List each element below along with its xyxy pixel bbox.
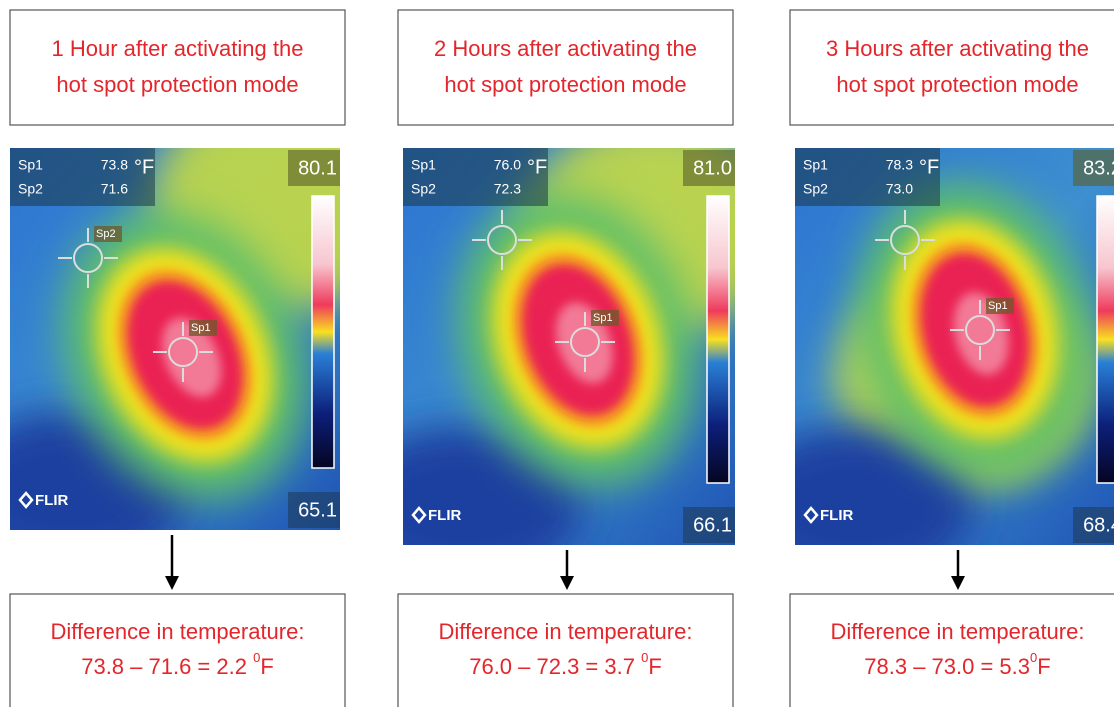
- marker-tag: [189, 320, 217, 336]
- title-line: 1 Hour after activating the: [52, 36, 304, 61]
- logo: FLIR: [35, 492, 68, 509]
- title-line: 2 Hours after activating the: [434, 36, 697, 61]
- scale-bar: [706, 195, 730, 484]
- title-line: hot spot protection mode: [836, 72, 1078, 97]
- equation: 73.8 – 71.6 = 2.2: [81, 654, 253, 679]
- scale-max: 83.2: [1083, 157, 1114, 179]
- crosshair: [965, 315, 995, 345]
- scale-max: 80.1: [298, 157, 337, 179]
- info-box: [795, 148, 940, 206]
- marker-tag: [986, 298, 1014, 314]
- sp2-label: Sp2: [18, 181, 43, 197]
- crosshair: [890, 225, 920, 255]
- arrow-head: [951, 576, 965, 590]
- sp1-label: Sp1: [803, 157, 828, 173]
- logo-icon: [18, 491, 34, 509]
- unit: °F: [134, 156, 154, 178]
- crosshair: [487, 225, 517, 255]
- thermal-image: Sp1 73.8 °F Sp2 71.6 80.1 65.1 FLIR Sp1 Sp2: [10, 148, 340, 530]
- marker-label: Sp1: [191, 322, 211, 334]
- degree: 0: [253, 650, 260, 665]
- max-box: [683, 150, 735, 186]
- equation: 76.0 – 72.3 = 3.7: [469, 654, 641, 679]
- title-line: 3 Hours after activating the: [826, 36, 1089, 61]
- panel: 1 Hour after activating the hot spot prot…: [9, 9, 346, 707]
- title-line: hot spot protection mode: [56, 72, 298, 97]
- panel: 2 Hours after activating the hot spot pro…: [397, 9, 735, 707]
- unit: F: [648, 654, 661, 679]
- sp1-value: 78.3: [886, 157, 913, 173]
- panel: 3 Hours after activating the hot spot pro…: [789, 9, 1114, 707]
- result-equation: 73.8 – 71.6 = 2.2 0F: [81, 650, 274, 678]
- min-box: [683, 507, 735, 543]
- scale-bar: [311, 195, 335, 469]
- unit: °F: [919, 156, 939, 178]
- sp2-value: 73.0: [886, 181, 913, 197]
- info-box: [10, 148, 155, 206]
- marker-tag: [94, 226, 122, 242]
- marker-tag: [591, 310, 619, 326]
- title-box: [789, 9, 1114, 126]
- marker-label: Sp2: [96, 228, 116, 240]
- unit: F: [260, 654, 273, 679]
- crosshair: [168, 337, 198, 367]
- result-equation: 78.3 – 73.0 = 5.30F: [864, 650, 1050, 678]
- sp1-value: 76.0: [494, 157, 521, 173]
- crosshair: [73, 243, 103, 273]
- title-box: [397, 9, 734, 126]
- min-box: [1073, 507, 1114, 543]
- logo: FLIR: [428, 507, 461, 524]
- max-box: [1073, 150, 1114, 186]
- scale-min: 65.1: [298, 499, 337, 521]
- unit: °F: [527, 156, 547, 178]
- arrow-head: [560, 576, 574, 590]
- sp2-value: 71.6: [101, 181, 128, 197]
- sp2-label: Sp2: [803, 181, 828, 197]
- scale-max: 81.0: [693, 157, 732, 179]
- result-heading: Difference in temperature:: [831, 619, 1085, 644]
- logo: FLIR: [820, 507, 853, 524]
- logo-icon: [803, 506, 819, 524]
- scale-min: 66.1: [693, 514, 732, 536]
- degree: 0: [641, 650, 648, 665]
- unit: F: [1037, 654, 1050, 679]
- sp2-label: Sp2: [411, 181, 436, 197]
- info-box: [403, 148, 548, 206]
- sp1-label: Sp1: [411, 157, 436, 173]
- title-box: [9, 9, 346, 126]
- max-box: [288, 150, 340, 186]
- sp1-value: 73.8: [101, 157, 128, 173]
- result-box: [9, 593, 346, 707]
- equation: 78.3 – 73.0 = 5.3: [864, 654, 1030, 679]
- crosshair: [570, 327, 600, 357]
- hot-core: [162, 317, 222, 398]
- degree: 0: [1030, 650, 1037, 665]
- result-box: [397, 593, 734, 707]
- arrow-head: [165, 576, 179, 590]
- sp2-value: 72.3: [494, 181, 521, 197]
- logo-icon: [411, 506, 427, 524]
- scale-min: 68.4: [1083, 514, 1114, 536]
- result-heading: Difference in temperature:: [439, 619, 693, 644]
- result-equation: 76.0 – 72.3 = 3.7 0F: [469, 650, 662, 678]
- sp1-label: Sp1: [18, 157, 43, 173]
- result-heading: Difference in temperature:: [51, 619, 305, 644]
- thermal-image: Sp1 78.3 °F Sp2 73.0 83.2 68.4 FLIR Sp1: [795, 148, 1114, 545]
- marker-label: Sp1: [988, 300, 1008, 312]
- result-box: [789, 593, 1114, 707]
- marker-label: Sp1: [593, 312, 613, 324]
- scale-bar: [1096, 195, 1114, 484]
- title-line: hot spot protection mode: [444, 72, 686, 97]
- min-box: [288, 492, 340, 528]
- thermal-image: Sp1 76.0 °F Sp2 72.3 81.0 66.1 FLIR Sp1: [403, 148, 735, 545]
